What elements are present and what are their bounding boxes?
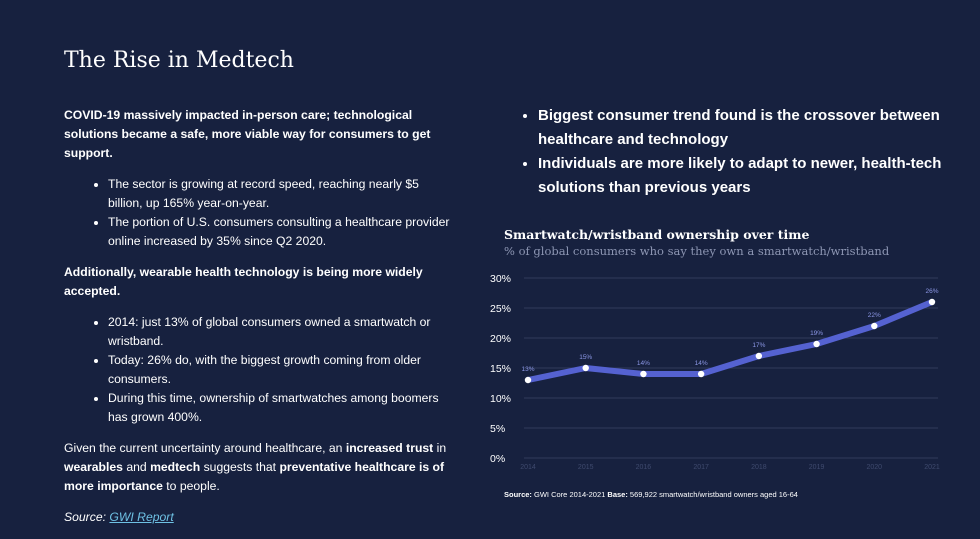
data-label: 15% bbox=[579, 354, 592, 361]
y-tick-label: 5% bbox=[490, 423, 505, 435]
x-tick-label: 2017 bbox=[693, 464, 709, 471]
chart-title: Smartwatch/wristband ownership over time bbox=[504, 227, 810, 242]
data-point bbox=[871, 322, 878, 330]
x-tick-label: 2018 bbox=[751, 464, 767, 471]
y-tick-label: 30% bbox=[490, 273, 511, 285]
key-findings: Biggest consumer trend found is the cros… bbox=[504, 104, 980, 200]
y-tick-label: 25% bbox=[490, 303, 511, 315]
list-item: 2014: just 13% of global consumers owned… bbox=[108, 313, 454, 351]
data-label: 13% bbox=[521, 366, 534, 373]
x-tick-label: 2020 bbox=[866, 464, 882, 471]
series-line bbox=[525, 299, 935, 383]
list-item: The portion of U.S. consumers consulting… bbox=[108, 213, 454, 251]
data-label: 26% bbox=[925, 288, 938, 295]
y-tick-label: 20% bbox=[490, 333, 511, 345]
wearable-bullets: 2014: just 13% of global consumers owned… bbox=[64, 313, 454, 427]
left-column: COVID-19 massively impacted in-person ca… bbox=[64, 106, 454, 539]
intro-text: COVID-19 massively impacted in-person ca… bbox=[64, 108, 431, 160]
x-tick-label: 2019 bbox=[809, 464, 825, 471]
list-item: Individuals are more likely to adapt to … bbox=[538, 152, 980, 200]
x-tick-label: 2016 bbox=[636, 464, 652, 471]
data-label: 14% bbox=[695, 360, 708, 367]
data-label: 19% bbox=[810, 330, 823, 337]
wearables-heading: Additionally, wearable health technology… bbox=[64, 265, 423, 298]
y-tick-label: 0% bbox=[490, 453, 505, 465]
page-title: The Rise in Medtech bbox=[64, 48, 294, 73]
data-label: 17% bbox=[752, 342, 765, 349]
x-tick-label: 2021 bbox=[924, 464, 940, 471]
data-point bbox=[582, 364, 589, 372]
x-tick-label: 2014 bbox=[520, 464, 536, 471]
y-tick-label: 10% bbox=[490, 393, 511, 405]
data-label: 22% bbox=[868, 312, 881, 319]
conclusion-text: Given the current uncertainty around hea… bbox=[64, 441, 447, 493]
data-point bbox=[524, 376, 532, 384]
list-item: During this time, ownership of smartwatc… bbox=[108, 389, 454, 427]
data-point bbox=[755, 352, 763, 360]
ownership-line-chart: 0% 5% 10% 15% 20% 25% 30% 2014 2015 2016 2017 2018 2… bbox=[490, 273, 940, 471]
gwi-report-link[interactable]: GWI Report bbox=[109, 510, 174, 524]
data-point bbox=[813, 340, 820, 348]
chart-footnote: Source: GWI Core 2014-2021 Base: 569,922… bbox=[504, 490, 798, 499]
list-item: Today: 26% do, with the biggest growth c… bbox=[108, 351, 454, 389]
data-point bbox=[928, 298, 936, 306]
data-point bbox=[640, 370, 647, 378]
list-item: Biggest consumer trend found is the cros… bbox=[538, 104, 980, 152]
list-item: The sector is growing at record speed, r… bbox=[108, 175, 454, 213]
chart-subtitle: % of global consumers who say they own a… bbox=[504, 244, 890, 258]
growth-bullets: The sector is growing at record speed, r… bbox=[64, 175, 454, 251]
x-tick-label: 2015 bbox=[578, 464, 594, 471]
y-tick-label: 15% bbox=[490, 363, 511, 375]
source-line: Source: GWI Report bbox=[64, 510, 174, 524]
data-label: 14% bbox=[637, 360, 650, 367]
data-point bbox=[697, 370, 705, 378]
